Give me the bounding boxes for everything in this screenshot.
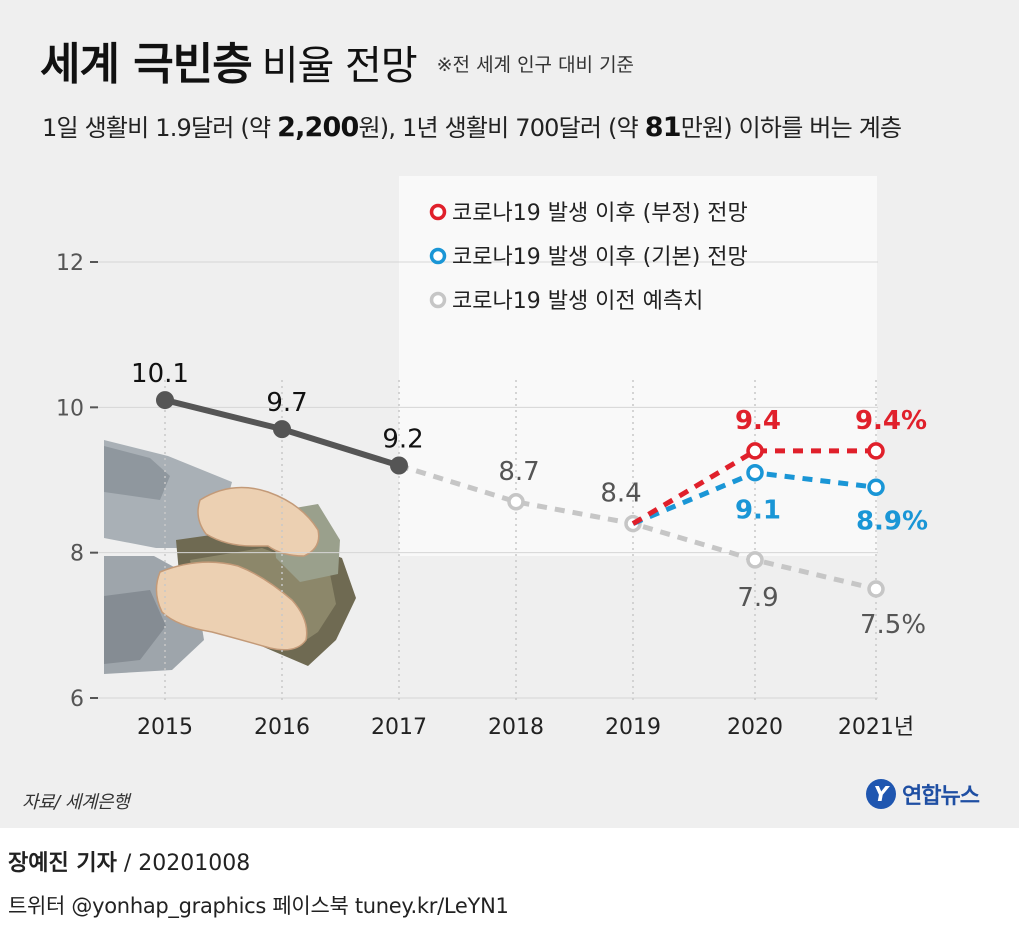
title-bold: 세계 극빈층 xyxy=(40,39,253,90)
data-label: 7.9 xyxy=(737,583,778,613)
legend-background xyxy=(399,176,877,556)
reporter-name: 장예진 기자 xyxy=(8,851,117,876)
data-label: 8.4 xyxy=(600,479,641,509)
title-row: 세계 극빈층 비율 전망 ※전 세계 인구 대비 기준 xyxy=(40,28,634,92)
x-tick-label: 2016 xyxy=(254,715,310,740)
data-label: 8.9% xyxy=(856,506,928,536)
y-tick-label: 10 xyxy=(56,396,84,421)
x-tick-label: 2021년 xyxy=(838,715,914,740)
line-chart: 6 8 10 12 2015 2016 2017 2018 2019 2020 2021년 10.1… xyxy=(56,176,929,740)
legend-marker xyxy=(429,291,447,309)
y-tick-label: 8 xyxy=(70,542,84,567)
publish-date: / 20201008 xyxy=(116,851,251,876)
data-label: 7.5% xyxy=(860,610,926,640)
data-point xyxy=(746,442,764,460)
data-label: 9.4 xyxy=(735,406,781,436)
credit-line: 장예진 기자 / 20201008 xyxy=(8,845,250,877)
x-tick-label: 2015 xyxy=(137,715,193,740)
data-label: 9.1 xyxy=(735,496,781,526)
sleeve-front-shade xyxy=(104,590,166,664)
data-point xyxy=(746,551,764,569)
data-label: 9.4% xyxy=(855,406,927,436)
data-point xyxy=(867,442,885,460)
legend-marker xyxy=(429,247,447,265)
money-hands-illustration xyxy=(104,440,356,674)
x-tick-label: 2017 xyxy=(371,715,427,740)
subtitle: 1일 생활비 1.9달러 (약 2,200원), 1년 생활비 700달러 (약… xyxy=(42,108,902,143)
subtitle-part: 원), 1년 생활비 700달러 (약 xyxy=(358,114,645,142)
title-note: ※전 세계 인구 대비 기준 xyxy=(436,54,635,76)
social-links: 트위터 @yonhap_graphics 페이스북 tuney.kr/LeYN1 xyxy=(8,894,509,918)
legend-label: 코로나19 발생 이후 (부정) 전망 xyxy=(452,201,748,226)
data-point xyxy=(507,493,525,511)
data-label: 10.1 xyxy=(131,359,189,389)
subtitle-part: 1일 생활비 1.9달러 (약 xyxy=(42,114,278,142)
yonhap-logo: Y 연합뉴스 xyxy=(866,778,980,810)
title-light: 비율 전망 xyxy=(261,43,418,89)
subtitle-value-won: 2,200 xyxy=(277,112,359,143)
data-label: 9.2 xyxy=(382,424,423,454)
x-tick-label: 2020 xyxy=(727,715,783,740)
data-point xyxy=(156,391,174,410)
series-line xyxy=(631,448,876,526)
y-tick-label: 6 xyxy=(70,687,84,712)
data-point xyxy=(867,478,885,497)
logo-text: 연합뉴스 xyxy=(902,784,980,809)
upper-hand xyxy=(197,486,320,557)
data-label: 9.7 xyxy=(266,388,307,418)
infographic-panel: 세계 극빈층 비율 전망 ※전 세계 인구 대비 기준 1일 생활비 1.9달러 (… xyxy=(0,0,1019,828)
lower-hand xyxy=(155,561,308,651)
legend-marker xyxy=(429,203,447,221)
data-label: 8.7 xyxy=(498,457,539,487)
x-tick-label: 2018 xyxy=(488,715,544,740)
logo-mark: Y xyxy=(866,779,896,809)
subtitle-value-manwon: 81 xyxy=(644,112,682,143)
legend-label: 코로나19 발생 이전 예측치 xyxy=(452,289,703,314)
source-note: 자료/ 세계은행 xyxy=(22,792,130,813)
sleeve-shade xyxy=(104,446,170,500)
data-point xyxy=(390,456,408,475)
data-point xyxy=(746,463,764,482)
data-point xyxy=(867,580,885,598)
legend-label: 코로나19 발생 이후 (기본) 전망 xyxy=(452,245,748,270)
x-tick-label: 2019 xyxy=(605,715,661,740)
data-point xyxy=(273,420,291,439)
y-tick-label: 12 xyxy=(56,251,84,276)
subtitle-part: 만원) 이하를 버는 계층 xyxy=(680,114,902,142)
